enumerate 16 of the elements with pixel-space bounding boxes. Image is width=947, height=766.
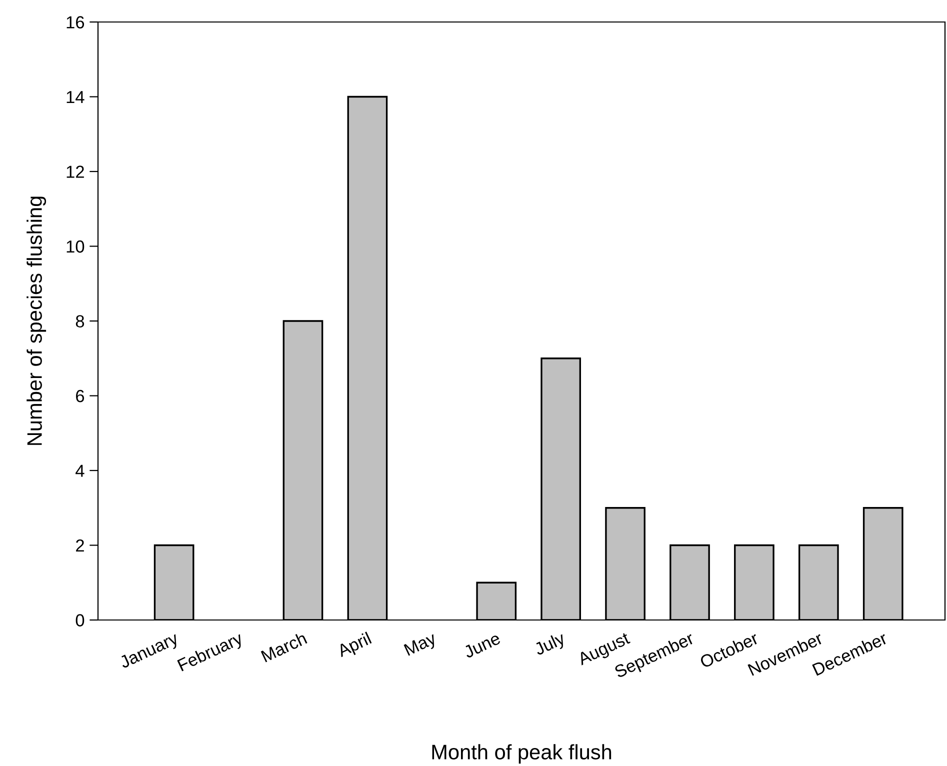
y-tick-label: 0 bbox=[76, 614, 84, 626]
x-tick-label: March bbox=[260, 632, 308, 662]
y-axis-title: Number of species flushing bbox=[26, 196, 46, 445]
y-tick-label: 6 bbox=[76, 390, 84, 402]
x-tick-label: July bbox=[533, 631, 568, 659]
y-tick-label: 10 bbox=[66, 240, 84, 253]
y-tick-label: 16 bbox=[66, 16, 84, 28]
y-tick-label: 14 bbox=[66, 91, 84, 104]
y-tick-label: 8 bbox=[76, 315, 84, 328]
x-axis-title: Month of peak flush bbox=[432, 744, 612, 764]
y-tick-label: 12 bbox=[66, 166, 84, 178]
x-tick-label: June bbox=[462, 632, 502, 658]
y-tick-label: 4 bbox=[76, 464, 84, 477]
y-tick-label: 2 bbox=[76, 539, 84, 552]
x-tick-label: April bbox=[336, 632, 374, 660]
x-tick-label: May bbox=[404, 632, 439, 660]
